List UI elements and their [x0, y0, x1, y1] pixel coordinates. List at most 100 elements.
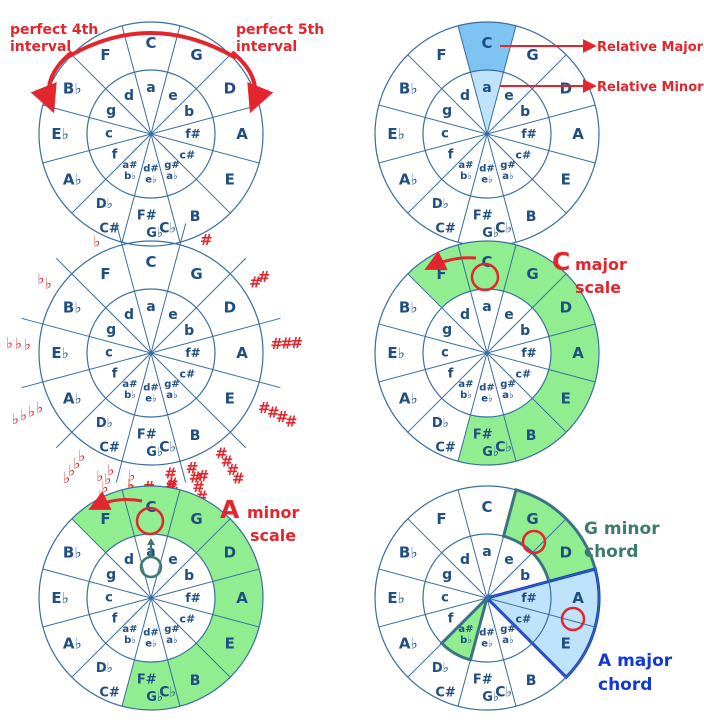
sharp-mark: #	[226, 461, 239, 479]
sharp-mark: #	[257, 268, 270, 286]
spoke	[486, 597, 596, 628]
inner-key-label: b	[520, 323, 530, 339]
outer-key-label: C♭	[495, 221, 512, 237]
outer-key-label: C♭	[159, 685, 176, 701]
inner-key-label: f#	[185, 127, 200, 141]
outer-key-label: D	[224, 80, 236, 98]
spoke	[71, 597, 152, 678]
flat-mark: ♭	[68, 462, 75, 480]
inner-key-label: g	[442, 103, 452, 119]
spoke	[42, 597, 152, 628]
middle-ring	[86, 69, 216, 199]
inner-key-label: f#	[521, 591, 536, 605]
inner-key-label: c	[105, 346, 113, 361]
relative-minor-label: Relative Minor	[597, 80, 704, 95]
flat-mark: ♭	[28, 402, 35, 420]
relative-minor-wedge	[470, 70, 504, 134]
outer-key-label: E	[561, 171, 571, 189]
outer-key-label: A	[236, 125, 248, 143]
outer-key-label: G♭	[482, 690, 499, 705]
flat-mark: ♭	[37, 270, 44, 288]
outer-key-label: D	[224, 544, 236, 562]
spoke	[407, 518, 488, 599]
inner-key-label: b♭	[460, 390, 472, 401]
outer-key-label: D♭	[432, 416, 449, 431]
spoke	[150, 597, 181, 707]
inner-key-label: d	[460, 307, 470, 323]
spoke	[378, 323, 488, 354]
inner-key-label: d#	[143, 164, 159, 175]
a-up-arrowhead	[147, 538, 155, 545]
a-minor-title-line2: scale	[250, 526, 296, 545]
spoke	[121, 25, 152, 135]
spoke	[21, 317, 152, 354]
spoke	[407, 352, 488, 433]
panel-a-minor-scale: CGDAEFB♭E♭A♭BC♭F#G♭D♭C#aebf#c#dgcfg#a♭d#…	[38, 485, 300, 711]
outer-key-label: C	[481, 253, 492, 271]
sharp-mark: #	[192, 478, 205, 496]
outer-key-label: G	[190, 510, 202, 528]
spoke	[21, 352, 152, 389]
inner-key-label: e♭	[481, 394, 493, 405]
c-highlight-ring	[470, 262, 500, 292]
outer-key-label: E♭	[387, 589, 404, 607]
c-major-arrow	[424, 251, 477, 270]
outer-key-label: C#	[435, 221, 456, 236]
outer-key-label: D♭	[96, 197, 113, 212]
inner-key-label: g	[106, 567, 116, 583]
inner-key-label: c#	[515, 368, 531, 381]
inner-key-label: g#	[500, 624, 516, 635]
inner-key-label: a♭	[502, 171, 514, 182]
outer-ring	[374, 240, 600, 466]
outer-key-label: C♭	[159, 440, 176, 456]
spoke	[121, 597, 152, 707]
spoke	[407, 54, 488, 135]
inner-key-label: e♭	[481, 639, 493, 650]
inner-key-label: g#	[500, 160, 516, 171]
outer-key-label: A	[572, 589, 584, 607]
flat-mark: ♭	[36, 398, 43, 416]
flat-mark: ♭	[6, 334, 13, 352]
inner-key-label: c#	[515, 613, 531, 626]
inner-key-label: a♭	[166, 171, 178, 182]
outer-key-label: C#	[99, 221, 120, 236]
outer-key-label: B♭	[63, 299, 82, 317]
outer-key-label: E	[225, 635, 235, 653]
inner-key-label: c#	[179, 613, 195, 626]
outer-key-label: G♭	[146, 226, 163, 241]
inner-key-label: a#	[458, 624, 473, 635]
inner-key-label: c#	[179, 149, 195, 162]
outer-key-label: F#	[137, 208, 157, 223]
outer-key-label: D♭	[432, 661, 449, 676]
outer-key-label: E♭	[51, 125, 68, 143]
outer-key-label: A	[236, 344, 248, 362]
perfect-5th-label: perfect 5th	[236, 22, 324, 38]
spoke	[55, 352, 152, 449]
outer-key-label: B♭	[63, 544, 82, 562]
spoke	[150, 257, 247, 354]
a-minor-title-letter: A	[220, 495, 240, 524]
flat-mark: ♭	[101, 478, 108, 496]
outer-key-label: F#	[473, 208, 493, 223]
spoke	[150, 54, 231, 135]
inner-key-label: g	[106, 103, 116, 119]
flat-mark: ♭	[93, 233, 100, 251]
outer-key-label: B♭	[63, 80, 82, 98]
spoke	[150, 104, 260, 135]
inner-key-label: b	[184, 104, 194, 120]
spoke	[486, 244, 517, 354]
outer-key-label: E	[225, 171, 235, 189]
sharp-mark: #	[280, 335, 293, 353]
outer-key-label: D	[224, 299, 236, 317]
outer-key-label: B	[526, 673, 537, 689]
spoke	[150, 133, 260, 164]
flat-mark: ♭	[12, 410, 19, 428]
outer-key-label: G♭	[482, 445, 499, 460]
g-minor-chord-label: G minor	[584, 519, 660, 539]
spoke	[407, 273, 488, 354]
outer-key-label: B	[190, 673, 201, 689]
